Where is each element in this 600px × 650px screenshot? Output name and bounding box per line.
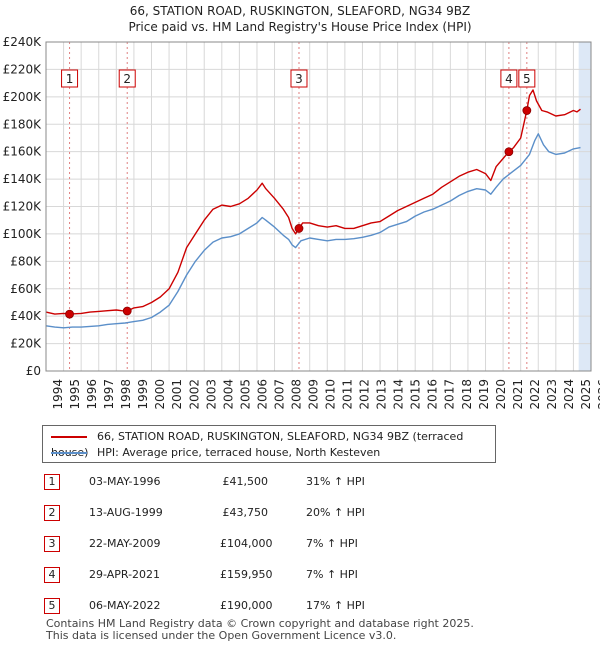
- x-tick-label: 2020: [494, 379, 508, 410]
- legend-swatch-hpi: [51, 452, 87, 454]
- x-tick-label: 1996: [85, 379, 99, 410]
- plot-frame: [45, 41, 592, 372]
- x-tick-label: 2021: [511, 379, 525, 410]
- x-tick-label: 2019: [477, 379, 491, 410]
- x-tick-label: 1997: [102, 379, 116, 410]
- chart-title-line1: 66, STATION ROAD, RUSKINGTON, SLEAFORD, …: [130, 4, 470, 18]
- y-tick-label: £80K: [10, 254, 42, 268]
- series-line-hpi: [45, 133, 581, 329]
- sale-number-badge: 2: [44, 505, 60, 521]
- sale-number-box: [290, 69, 308, 88]
- sale-number-label: 5: [523, 72, 531, 86]
- x-tick-label: 2006: [255, 379, 269, 410]
- footer-notice: Contains HM Land Registry data © Crown c…: [46, 618, 474, 642]
- sale-number-badge: 4: [44, 567, 60, 583]
- sale-hpi-change: 20% ↑ HPI: [306, 506, 365, 519]
- legend: 66, STATION ROAD, RUSKINGTON, SLEAFORD, …: [42, 425, 496, 463]
- x-tick-label: 2004: [221, 379, 235, 410]
- sale-number-label: 2: [123, 72, 131, 86]
- footer-copyright: Contains HM Land Registry data © Crown c…: [46, 617, 474, 630]
- x-tick-label: 2002: [187, 379, 201, 410]
- x-tick-label: 2005: [238, 379, 252, 410]
- x-tick-label: 2001: [170, 379, 184, 410]
- y-tick-label: £180K: [3, 117, 43, 131]
- y-tick-label: £160K: [3, 145, 43, 159]
- sale-date: 06-MAY-2022: [89, 599, 161, 612]
- x-tick-label: 2024: [562, 379, 576, 410]
- sale-number-box: [500, 69, 518, 88]
- x-tick-label: 2010: [324, 379, 338, 410]
- sale-number-box: [518, 69, 536, 88]
- sale-number-badge: 5: [44, 598, 60, 614]
- sale-date: 03-MAY-1996: [89, 475, 161, 488]
- sale-hpi-change: 17% ↑ HPI: [306, 599, 365, 612]
- y-tick-label: £40K: [10, 309, 42, 323]
- x-tick-label: 1995: [68, 379, 82, 410]
- sale-point: [65, 309, 74, 319]
- sale-number-label: 1: [66, 72, 74, 86]
- sale-price: £41,500: [222, 475, 269, 488]
- sale-hpi-change: 31% ↑ HPI: [306, 475, 365, 488]
- series-line-price-paid: [45, 89, 581, 315]
- y-tick-label: £20K: [10, 337, 42, 351]
- x-tick-label: 2017: [443, 379, 457, 410]
- price-chart: 66, STATION ROAD, RUSKINGTON, SLEAFORD, …: [3, 4, 600, 410]
- x-tick-label: 1994: [51, 379, 65, 410]
- y-tick-label: £240K: [3, 35, 43, 49]
- sale-number-badge: 1: [44, 474, 60, 490]
- sale-point: [522, 106, 532, 115]
- y-tick-label: £200K: [3, 90, 43, 104]
- footer-licence: This data is licensed under the Open Gov…: [46, 629, 397, 642]
- x-tick-label: 2025: [579, 379, 593, 410]
- y-tick-label: £60K: [10, 282, 42, 296]
- sale-point: [504, 147, 514, 157]
- y-tick-label: £120K: [3, 200, 43, 214]
- y-tick-label: £220K: [3, 62, 43, 76]
- y-tick-label: £100K: [3, 227, 43, 241]
- legend-swatch-price-paid: [51, 436, 87, 438]
- sale-point: [294, 224, 304, 233]
- sale-number-label: 3: [295, 72, 303, 86]
- x-tick-label: 1998: [119, 379, 133, 410]
- x-tick-label: 2008: [289, 379, 303, 410]
- x-tick-label: 2011: [341, 379, 355, 410]
- sale-number-box: [118, 69, 136, 88]
- sale-hpi-change: 7% ↑ HPI: [306, 568, 358, 581]
- legend-label-hpi: HPI: Average price, terraced house, Nort…: [97, 446, 381, 459]
- x-tick-label: 2015: [409, 379, 423, 410]
- x-tick-label: 2023: [545, 379, 559, 410]
- sale-price: £190,000: [220, 599, 273, 612]
- x-tick-label: 2000: [153, 379, 167, 410]
- x-tick-label: 2014: [392, 379, 406, 410]
- legend-item-hpi: HPI: Average price, terraced house, Nort…: [51, 445, 380, 461]
- sale-price: £159,950: [220, 568, 273, 581]
- sale-number-label: 4: [505, 72, 513, 86]
- sale-date: 13-AUG-1999: [89, 506, 163, 519]
- x-tick-label: 2003: [204, 379, 218, 410]
- sale-number-box: [61, 69, 79, 88]
- y-tick-label: £0: [26, 364, 41, 378]
- x-tick-label: 2018: [460, 379, 474, 410]
- x-tick-label: 1999: [136, 379, 150, 410]
- sale-date: 29-APR-2021: [89, 568, 161, 581]
- sale-number-badge: 3: [44, 536, 60, 552]
- sale-point: [122, 306, 132, 316]
- legend-item-price-paid: 66, STATION ROAD, RUSKINGTON, SLEAFORD, …: [51, 429, 495, 459]
- x-tick-label: 2013: [375, 379, 389, 410]
- sale-price: £43,750: [222, 506, 269, 519]
- y-tick-label: £140K: [3, 172, 43, 186]
- x-tick-label: 2009: [306, 379, 320, 410]
- sale-hpi-change: 7% ↑ HPI: [306, 537, 358, 550]
- chart-title-line2: Price paid vs. HM Land Registry's House …: [128, 20, 471, 34]
- sale-date: 22-MAY-2009: [89, 537, 161, 550]
- sale-price: £104,000: [220, 537, 273, 550]
- x-tick-label: 2012: [358, 379, 372, 410]
- x-tick-label: 2007: [272, 379, 286, 410]
- x-tick-label: 2026: [596, 379, 600, 410]
- x-tick-label: 2016: [426, 379, 440, 410]
- x-tick-label: 2022: [528, 379, 542, 410]
